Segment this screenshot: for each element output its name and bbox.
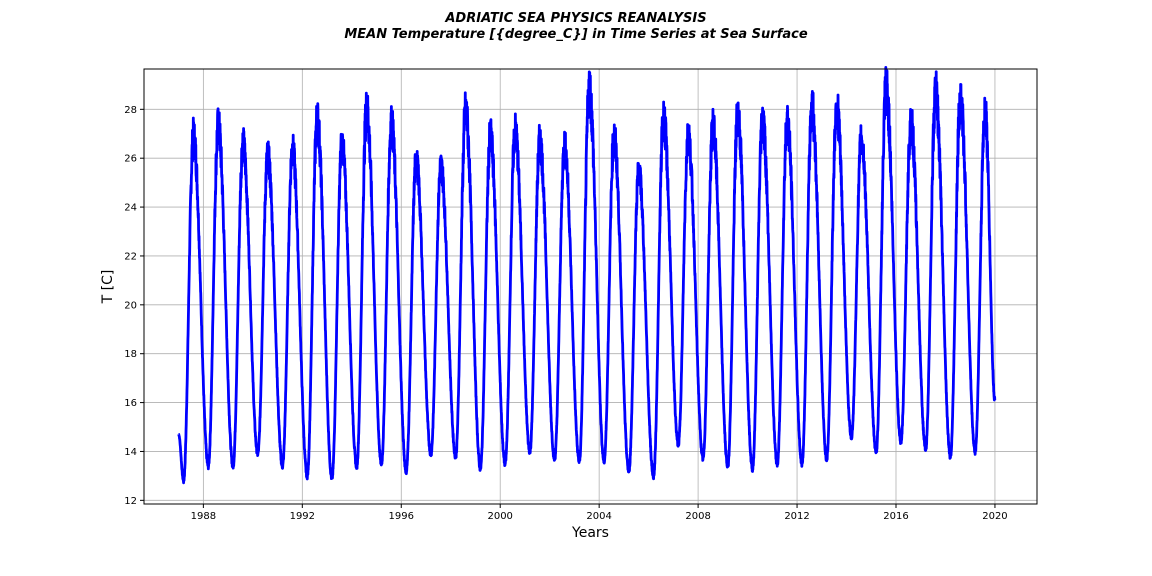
chart-title: ADRIATIC SEA PHYSICS REANALYSIS xyxy=(445,11,707,26)
grid-lines xyxy=(144,69,1037,504)
plot-frame xyxy=(143,68,1038,505)
x-tick-label: 2000 xyxy=(487,511,512,522)
x-tick-label: 2020 xyxy=(982,511,1007,522)
y-tick-label: 20 xyxy=(124,300,137,311)
y-tick-label: 28 xyxy=(124,105,137,116)
y-tick-label: 12 xyxy=(124,496,137,507)
x-tick-label: 2008 xyxy=(685,511,710,522)
y-tick-label: 16 xyxy=(124,398,137,409)
x-axis-ticks: 1988 1992 1996 2000 2004 2008 2012 2016 2020 xyxy=(191,504,1008,522)
series-group xyxy=(177,65,997,485)
x-tick-label: 1992 xyxy=(290,511,315,522)
x-tick-label: 2012 xyxy=(784,511,809,522)
y-tick-label: 26 xyxy=(124,154,137,165)
x-tick-label: 1996 xyxy=(389,511,414,522)
x-tick-label: 1988 xyxy=(191,511,216,522)
y-axis-label: T [C] xyxy=(100,270,116,305)
y-tick-label: 22 xyxy=(124,251,137,262)
x-tick-label: 2004 xyxy=(586,511,611,522)
temperature-series-line xyxy=(177,65,997,485)
y-axis-ticks: 12 14 16 18 20 22 24 26 28 xyxy=(124,105,144,507)
y-tick-label: 24 xyxy=(124,203,137,214)
chart-subtitle: MEAN Temperature [{degree_C}] in Time Se… xyxy=(344,27,808,42)
x-axis-label: Years xyxy=(571,525,609,541)
y-tick-label: 18 xyxy=(124,349,137,360)
x-tick-label: 2016 xyxy=(883,511,908,522)
y-tick-label: 14 xyxy=(124,447,137,458)
